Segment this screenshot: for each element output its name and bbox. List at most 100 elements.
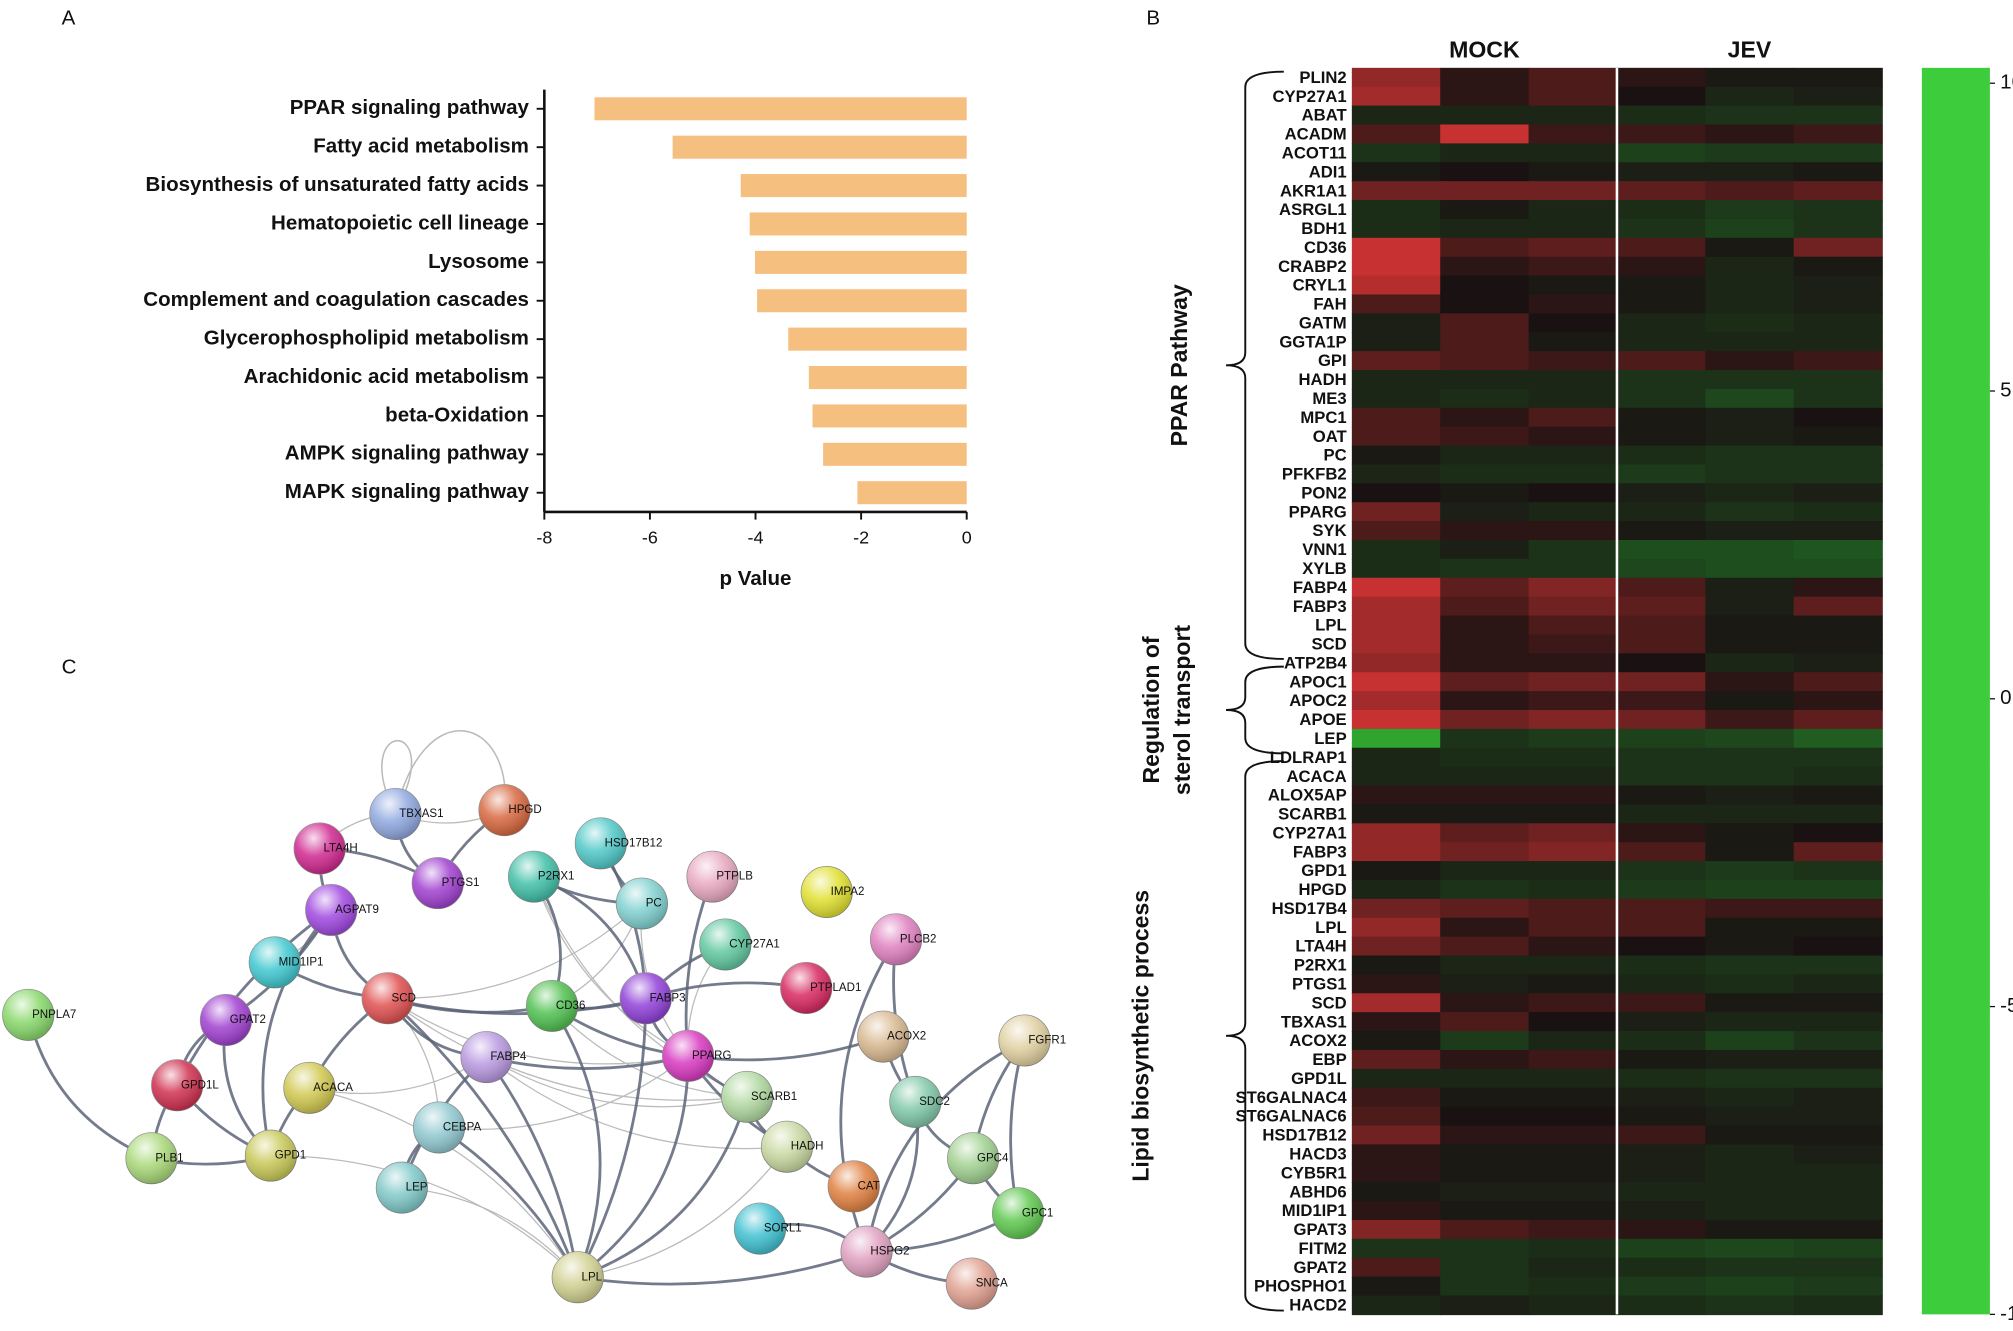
heat-cell bbox=[1793, 615, 1883, 636]
heat-cell bbox=[1705, 313, 1795, 334]
row-label: OAT bbox=[1313, 427, 1347, 446]
heat-cell bbox=[1528, 898, 1618, 919]
node-shine bbox=[526, 980, 578, 1032]
heat-cell bbox=[1705, 879, 1795, 900]
heat-cell bbox=[1793, 388, 1883, 409]
heat-cell bbox=[1705, 521, 1795, 541]
heat-cell bbox=[1440, 917, 1530, 938]
heat-cell bbox=[1440, 256, 1530, 277]
heat-cell bbox=[1528, 577, 1618, 598]
heat-cell bbox=[1351, 1087, 1441, 1108]
heat-cell bbox=[1616, 370, 1707, 390]
heat-cell bbox=[1793, 521, 1883, 541]
heat-cell bbox=[1616, 86, 1707, 107]
heat-cell bbox=[1793, 124, 1883, 145]
heat-cell bbox=[1528, 275, 1618, 296]
heat-cell bbox=[1528, 615, 1618, 636]
heat-cell bbox=[1793, 445, 1883, 466]
heat-cell bbox=[1705, 1068, 1795, 1089]
heat-cell bbox=[1528, 861, 1618, 881]
heat-cell bbox=[1705, 615, 1795, 636]
heat-cell bbox=[1793, 200, 1883, 220]
heat-cell bbox=[1793, 804, 1883, 825]
node-label: FABP3 bbox=[650, 992, 686, 1004]
heat-cell bbox=[1705, 1125, 1795, 1146]
heat-cell bbox=[1616, 974, 1707, 995]
edge bbox=[387, 997, 748, 1101]
heat-cell bbox=[1793, 1049, 1883, 1070]
heat-cell bbox=[1705, 143, 1795, 164]
node-label: SORL1 bbox=[764, 1223, 802, 1235]
row-label: ST6GALNAC6 bbox=[1235, 1107, 1346, 1126]
heat-cell bbox=[1528, 1219, 1618, 1240]
heat-cell bbox=[1616, 728, 1707, 749]
bar bbox=[672, 135, 967, 159]
heat-cell bbox=[1705, 86, 1795, 107]
edge bbox=[486, 1056, 748, 1108]
colorbar-tick-label: -10 bbox=[2000, 1302, 2013, 1325]
node-label: CEBPA bbox=[443, 1122, 482, 1134]
colorbar bbox=[1921, 67, 1990, 1315]
heat-cell bbox=[1793, 596, 1883, 617]
heat-cell bbox=[1440, 558, 1530, 579]
heat-cell bbox=[1440, 1238, 1530, 1259]
heat-cell bbox=[1793, 879, 1883, 900]
heat-cell bbox=[1351, 879, 1441, 900]
category-label: Hematopoietic cell lineage bbox=[271, 211, 529, 234]
edge bbox=[577, 1146, 788, 1278]
heat-cell bbox=[1793, 936, 1883, 957]
row-label: HACD3 bbox=[1289, 1145, 1346, 1164]
row-label: ACOT11 bbox=[1282, 144, 1347, 163]
heat-cell bbox=[1616, 766, 1707, 787]
heat-cell bbox=[1793, 577, 1883, 598]
heat-cell bbox=[1793, 558, 1883, 579]
heat-cell bbox=[1793, 1257, 1883, 1278]
heat-cell bbox=[1616, 294, 1707, 315]
node-label: HSD17B12 bbox=[605, 837, 663, 849]
heat-cell bbox=[1616, 105, 1707, 126]
heat-cell bbox=[1528, 143, 1618, 164]
heat-cell bbox=[1705, 256, 1795, 277]
heat-cell bbox=[1705, 370, 1795, 390]
heat-cell bbox=[1793, 974, 1883, 995]
heat-cell bbox=[1351, 1125, 1441, 1146]
heat-cell bbox=[1616, 1201, 1707, 1221]
heat-cell bbox=[1528, 1144, 1618, 1165]
heat-cell bbox=[1351, 388, 1441, 409]
heat-cell bbox=[1705, 200, 1795, 220]
bar bbox=[594, 97, 967, 121]
row-label: PPARG bbox=[1289, 502, 1347, 521]
edge bbox=[261, 909, 333, 1156]
heat-cell bbox=[1528, 823, 1618, 843]
row-label: LDLRAP1 bbox=[1270, 748, 1347, 767]
row-label: GPAT3 bbox=[1294, 1220, 1347, 1239]
group-label: Lipid biosynthetic process bbox=[1128, 890, 1154, 1182]
node-label: PTGS1 bbox=[442, 877, 480, 889]
node-shine bbox=[947, 1132, 999, 1184]
group-label: sterol transport bbox=[1169, 625, 1195, 795]
node-shine bbox=[460, 1031, 513, 1083]
heat-cell bbox=[1793, 540, 1883, 560]
heat-cell bbox=[1793, 162, 1883, 182]
node-shine bbox=[620, 972, 672, 1024]
row-label: ADI1 bbox=[1309, 162, 1347, 181]
category-label: AMPK signaling pathway bbox=[285, 442, 530, 465]
heat-cell bbox=[1705, 1144, 1795, 1165]
heat-cell bbox=[1616, 540, 1707, 560]
heat-cell bbox=[1351, 200, 1441, 220]
row-label: ABAT bbox=[1302, 106, 1347, 125]
heat-cell bbox=[1351, 1295, 1441, 1316]
heat-cell bbox=[1351, 653, 1441, 673]
heat-cell bbox=[1528, 1257, 1618, 1278]
category-label: beta-Oxidation bbox=[385, 403, 529, 426]
heat-cell bbox=[1528, 124, 1618, 145]
row-label: LPL bbox=[1315, 616, 1347, 635]
row-label: MPC1 bbox=[1300, 408, 1346, 427]
node-label: SNCA bbox=[976, 1278, 1008, 1290]
heat-cell bbox=[1351, 86, 1441, 107]
heat-cell bbox=[1616, 67, 1707, 88]
node-label: CYP27A1 bbox=[729, 939, 780, 951]
heat-cell bbox=[1616, 407, 1707, 428]
heat-cell bbox=[1616, 237, 1707, 258]
node-label: SCARB1 bbox=[751, 1091, 797, 1103]
